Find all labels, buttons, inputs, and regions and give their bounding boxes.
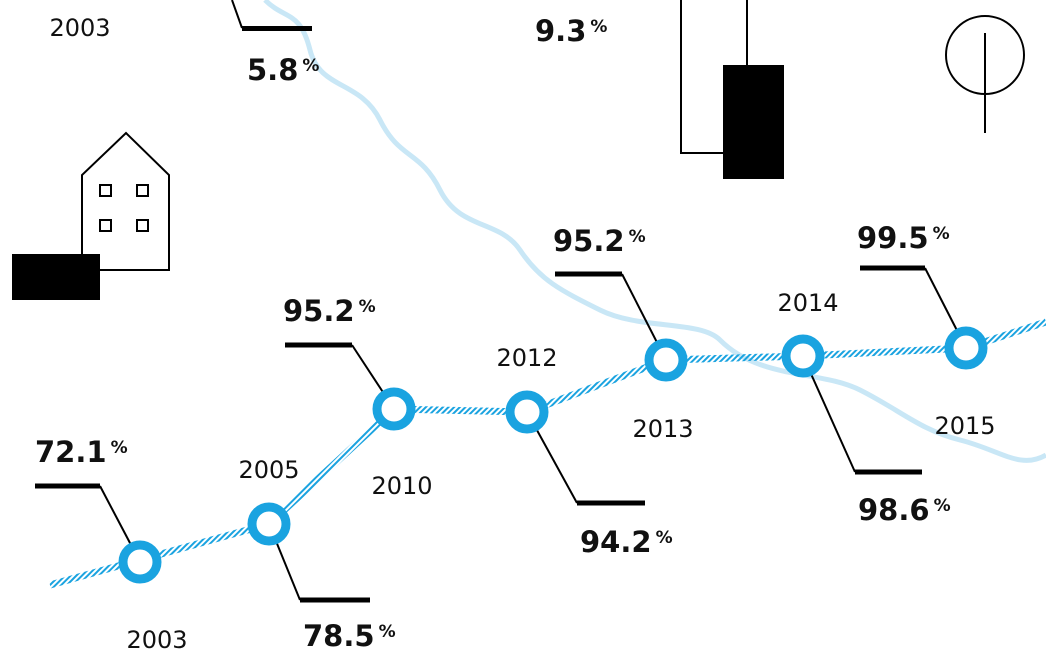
leader-line (231, 0, 243, 29)
value-label: 72.1% (35, 435, 128, 469)
value-label: 99.5% (857, 221, 950, 255)
leader-bar (35, 483, 100, 489)
year-label: 2010 (371, 472, 432, 500)
value: 9.3 (535, 14, 586, 48)
unit: % (379, 622, 396, 642)
leader-bar (577, 500, 645, 506)
leader-bar (285, 342, 352, 348)
value-label: 94.2% (580, 525, 673, 559)
leader-bar (860, 265, 925, 271)
year-label: 2005 (238, 456, 299, 484)
year-label: 2013 (632, 415, 693, 443)
river (263, 0, 1046, 463)
value: 95.2 (553, 224, 625, 258)
milestone-dot (644, 338, 688, 382)
milestone-dot (944, 326, 988, 370)
block (12, 254, 100, 300)
value: 5.8 (247, 53, 298, 87)
value-label: 95.2% (553, 224, 646, 258)
unit: % (933, 224, 950, 244)
value: 98.6 (858, 493, 930, 527)
milestone-dot (247, 502, 291, 546)
timeline (49, 318, 1046, 589)
year-label: 2003 (49, 14, 110, 42)
value: 94.2 (580, 525, 652, 559)
leader-bar (300, 597, 370, 603)
unit: % (359, 297, 376, 317)
year-label: 2012 (496, 344, 557, 372)
value-label: 9.3% (535, 14, 607, 48)
milestone-dot (118, 540, 162, 584)
value-label: 78.5% (303, 619, 396, 653)
unit: % (590, 17, 607, 37)
year-label: 2014 (777, 289, 838, 317)
tower-icon (680, 0, 748, 154)
leader-bar (555, 271, 622, 277)
house-icon (81, 131, 170, 271)
leader-bar (855, 469, 922, 475)
milestone-dot (781, 334, 825, 378)
value: 95.2 (283, 294, 355, 328)
value: 99.5 (857, 221, 929, 255)
block (723, 65, 784, 179)
unit: % (656, 528, 673, 548)
unit: % (111, 438, 128, 458)
milestone-dot (372, 387, 416, 431)
value: 72.1 (35, 435, 107, 469)
leader-bar (242, 26, 312, 31)
year-label: 2003 (126, 626, 187, 653)
value-label: 98.6% (858, 493, 951, 527)
milestone-dot (505, 390, 549, 434)
tree-icon (945, 15, 1025, 133)
value-label: 95.2% (283, 294, 376, 328)
value-label: 5.8% (247, 53, 319, 87)
unit: % (302, 56, 319, 76)
unit: % (629, 227, 646, 247)
unit: % (934, 496, 951, 516)
year-label: 2015 (934, 412, 995, 440)
value: 78.5 (303, 619, 375, 653)
